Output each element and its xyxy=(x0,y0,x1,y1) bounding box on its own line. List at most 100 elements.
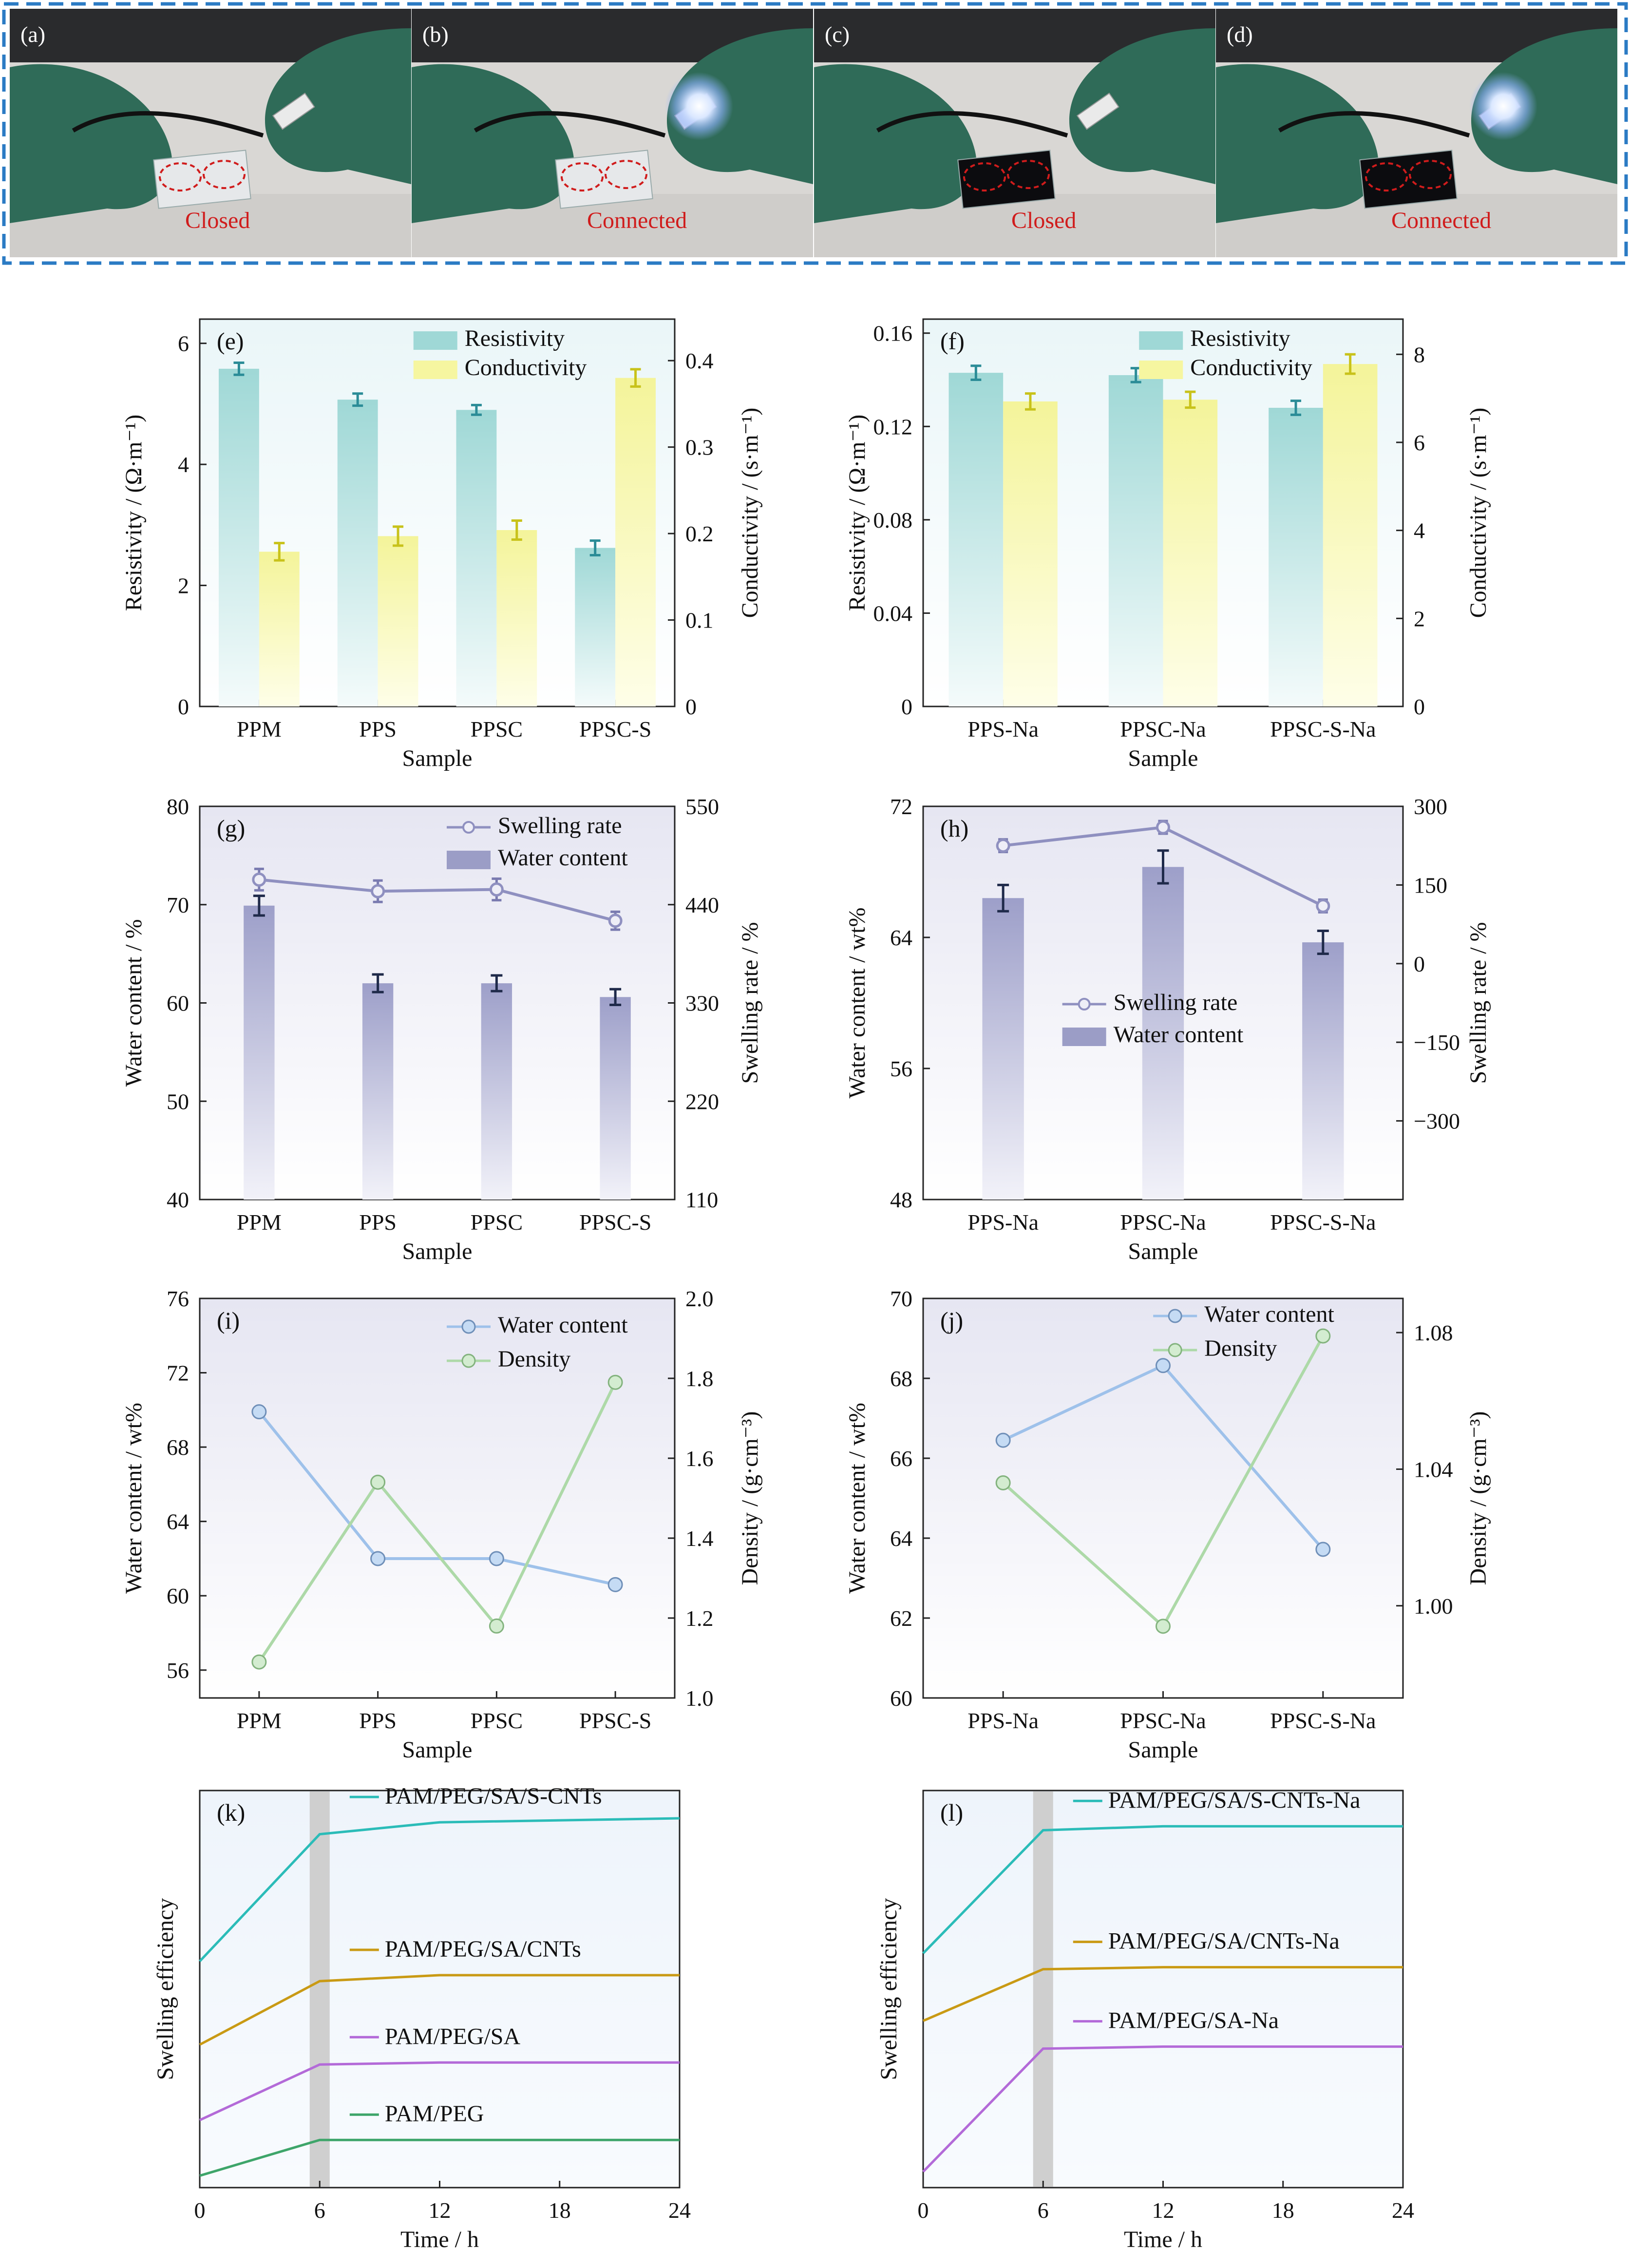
bar-conductivity xyxy=(1163,400,1218,706)
series-label: PAM/PEG/SA/CNTs-Na xyxy=(1108,1928,1340,1954)
y2-tick-label: 0.2 xyxy=(685,521,714,546)
legend-label: Resistivity xyxy=(1190,325,1290,351)
left-glove xyxy=(1216,64,1379,223)
water-content-point xyxy=(607,1577,623,1592)
y-axis-label: Water content / wt% xyxy=(121,1403,147,1594)
legend-label: Water content xyxy=(1114,1022,1244,1048)
x-tick-label: PPSC-Na xyxy=(1120,1210,1206,1235)
led-glow xyxy=(665,72,733,140)
right-glove xyxy=(1069,28,1215,184)
photo-panel-c: (c) Closed xyxy=(814,9,1215,257)
wire xyxy=(876,111,1068,138)
highlight-band xyxy=(1033,1792,1053,2187)
water-content-point xyxy=(1315,1542,1331,1557)
photo-letter: (b) xyxy=(422,22,449,47)
right-glove xyxy=(1471,28,1617,184)
y2-tick-label: 0 xyxy=(685,694,697,719)
y2-tick-label: 220 xyxy=(685,1089,719,1114)
right-glove xyxy=(265,28,411,184)
panel-label: (e) xyxy=(217,327,244,355)
x-tick-label: 6 xyxy=(1038,2198,1049,2223)
density-point xyxy=(1315,1328,1331,1344)
x-axis-label: Sample xyxy=(402,745,473,771)
legend-label: Swelling rate xyxy=(1114,990,1238,1015)
x-tick-label: PPSC xyxy=(471,717,523,742)
x-axis-label: Sample xyxy=(402,1737,473,1763)
bar-conductivity xyxy=(378,536,418,706)
x-tick-label: PPSC-Na xyxy=(1120,717,1206,742)
swelling-rate-point xyxy=(996,839,1010,853)
contact-marker-left xyxy=(963,162,1006,191)
y2-tick-label: −150 xyxy=(1414,1030,1460,1055)
y-tick-label: 64 xyxy=(890,1526,912,1551)
panel-label: (k) xyxy=(217,1799,245,1826)
legend-swatch xyxy=(447,851,491,869)
y-tick-label: 0.04 xyxy=(873,601,913,626)
panel-label: (g) xyxy=(217,815,245,842)
x-axis-label: Sample xyxy=(1128,745,1198,771)
y2-tick-label: 1.6 xyxy=(685,1446,714,1471)
x-tick-label: 6 xyxy=(314,2198,325,2223)
legend-label: Conductivity xyxy=(1190,355,1312,381)
bar-conductivity xyxy=(615,378,656,706)
bar-conductivity xyxy=(496,530,537,706)
bar-water-content xyxy=(362,983,394,1200)
bar-resistivity xyxy=(1108,375,1163,706)
y2-tick-label: 2 xyxy=(1414,606,1425,631)
y-tick-label: 6 xyxy=(178,331,189,356)
y-tick-label: 70 xyxy=(890,1286,912,1311)
legend-marker xyxy=(462,821,475,834)
legend-swatch xyxy=(1139,331,1183,350)
legend-marker xyxy=(1168,1343,1182,1357)
contact-marker-right xyxy=(1007,160,1050,189)
swelling-curve-4 xyxy=(199,2138,680,2177)
bar-resistivity xyxy=(337,400,378,706)
y2-tick-label: 6 xyxy=(1414,430,1425,455)
y-axis-label: Swelling efficiency xyxy=(152,1898,178,2080)
right-glove xyxy=(667,28,813,184)
x-tick-label: PPM xyxy=(237,1210,282,1235)
x-tick-label: 12 xyxy=(1152,2198,1175,2223)
x-axis-label: Sample xyxy=(1128,1239,1198,1264)
y-tick-label: 56 xyxy=(890,1056,912,1081)
photo-panel-d: (d) Connected xyxy=(1216,9,1617,257)
bar-water-content xyxy=(481,983,512,1200)
y-tick-label: 4 xyxy=(178,452,189,477)
swelling-curve-3 xyxy=(199,2061,680,2121)
legend-marker xyxy=(1078,998,1091,1010)
y2-tick-label: 1.8 xyxy=(685,1366,714,1391)
swelling-rate-point xyxy=(489,882,504,897)
panel-label: (j) xyxy=(940,1307,963,1334)
swelling-rate-point xyxy=(1316,898,1330,913)
legend-swatch xyxy=(1062,1028,1106,1046)
bar-conductivity xyxy=(1003,401,1058,706)
hydrogel-sample xyxy=(957,150,1056,209)
y-tick-label: 48 xyxy=(890,1187,912,1212)
y2-axis-label: Conductivity / (s·m⁻¹) xyxy=(1465,408,1491,618)
swelling-rate-point xyxy=(608,914,623,928)
x-tick-label: PPM xyxy=(237,717,282,742)
y2-tick-label: 150 xyxy=(1414,873,1447,897)
x-axis-label: Sample xyxy=(402,1239,473,1264)
hydrogel-sample xyxy=(1359,150,1458,209)
legend-swatch xyxy=(1139,361,1183,379)
y-axis-label: Swelling efficiency xyxy=(876,1898,902,2080)
density-point xyxy=(607,1374,623,1390)
panel-label: (h) xyxy=(940,815,968,842)
photo-letter: (c) xyxy=(825,22,850,47)
x-axis-label: Sample xyxy=(1128,1737,1198,1763)
led-glow xyxy=(1469,72,1537,140)
chart-panel-g: (g) PPM PPS PPSC PPSC-S Sample 40 50 60 70 80 Water… xyxy=(121,794,763,1264)
plot-frame xyxy=(199,318,676,707)
x-tick-label: 24 xyxy=(668,2198,691,2223)
y-tick-label: 64 xyxy=(167,1509,189,1534)
y2-tick-label: 0.1 xyxy=(685,608,714,633)
y2-axis-label: Density / (g·cm⁻³) xyxy=(1465,1411,1491,1585)
water-content-point xyxy=(1156,1358,1171,1373)
y-axis-label: Water content / % xyxy=(121,919,147,1087)
y-tick-label: 64 xyxy=(890,925,912,950)
swelling-rate-line xyxy=(259,878,616,922)
photo-strip: (a) Closed (b) Connected (c) Closed (d) Connect… xyxy=(2,2,1628,265)
y2-tick-label: 550 xyxy=(685,794,719,819)
